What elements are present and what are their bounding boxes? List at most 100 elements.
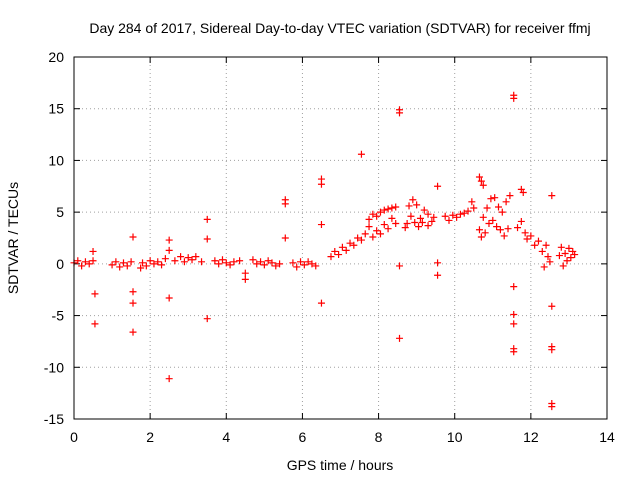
data-point xyxy=(317,180,325,188)
data-point xyxy=(361,230,369,238)
data-point xyxy=(177,253,185,261)
data-point xyxy=(510,283,518,291)
data-point xyxy=(74,257,82,265)
data-point xyxy=(91,290,99,298)
data-point xyxy=(485,220,493,228)
data-points xyxy=(70,91,579,411)
data-point xyxy=(481,229,489,237)
data-point xyxy=(276,260,284,268)
data-point xyxy=(441,212,449,220)
x-tick-label: 12 xyxy=(523,429,539,445)
data-point xyxy=(487,195,495,203)
data-point xyxy=(312,262,320,270)
data-point xyxy=(456,210,464,218)
data-point xyxy=(354,234,362,242)
data-point xyxy=(548,302,556,310)
data-point xyxy=(475,173,483,181)
data-point xyxy=(376,230,384,238)
data-point xyxy=(420,206,428,214)
data-point xyxy=(506,192,514,200)
x-tick-label: 2 xyxy=(146,429,154,445)
data-point xyxy=(531,241,539,249)
data-point xyxy=(504,225,512,233)
data-point xyxy=(123,262,131,270)
data-point xyxy=(380,221,388,229)
data-point xyxy=(78,262,86,270)
data-point xyxy=(424,222,432,230)
data-point xyxy=(416,214,424,222)
data-point xyxy=(479,213,487,221)
data-point xyxy=(548,346,556,354)
data-point xyxy=(380,206,388,214)
data-point xyxy=(154,258,162,266)
data-point xyxy=(297,258,305,266)
data-point xyxy=(544,253,552,261)
data-point xyxy=(281,200,289,208)
data-point xyxy=(108,261,116,269)
y-tick-label: 5 xyxy=(56,204,64,220)
data-point xyxy=(475,226,483,234)
data-point xyxy=(331,247,339,255)
data-point xyxy=(567,254,575,262)
data-point xyxy=(165,375,173,383)
data-point xyxy=(91,320,99,328)
chart-title: Day 284 of 2017, Sidereal Day-to-day VTE… xyxy=(89,20,590,36)
axis-ticks: 0 2 4 6 8 10 12 14 -15 -10 -5 0 5 10 15 20 xyxy=(44,49,615,445)
data-point xyxy=(494,203,502,211)
data-point xyxy=(548,192,556,200)
data-point xyxy=(411,218,419,226)
data-point xyxy=(357,236,365,244)
data-point xyxy=(137,264,145,272)
x-axis-label: GPS time / hours xyxy=(287,457,394,473)
data-point xyxy=(198,258,206,266)
data-point xyxy=(540,263,548,271)
data-point xyxy=(184,254,192,262)
data-point xyxy=(424,210,432,218)
data-point xyxy=(434,259,442,267)
data-point xyxy=(502,198,510,206)
data-point xyxy=(260,261,268,269)
data-point xyxy=(192,253,200,261)
data-point xyxy=(158,261,166,269)
data-point xyxy=(89,247,97,255)
data-point xyxy=(119,259,127,267)
data-point xyxy=(165,294,173,302)
data-point xyxy=(180,258,188,266)
data-point xyxy=(376,208,384,216)
data-point xyxy=(407,212,415,220)
data-point xyxy=(203,235,211,243)
data-point xyxy=(335,251,343,259)
data-point xyxy=(253,260,261,268)
data-point xyxy=(346,239,354,247)
data-point xyxy=(188,256,196,264)
x-tick-label: 0 xyxy=(70,429,78,445)
data-point xyxy=(300,261,308,269)
data-point xyxy=(365,215,373,223)
data-point xyxy=(510,311,518,319)
data-point xyxy=(477,177,485,185)
data-point xyxy=(449,211,457,219)
data-point xyxy=(373,212,381,220)
data-point xyxy=(510,348,518,356)
data-point xyxy=(514,224,522,232)
data-point xyxy=(542,241,550,249)
data-point xyxy=(112,258,120,266)
data-point xyxy=(500,232,508,240)
y-tick-label: 20 xyxy=(48,49,64,65)
data-point xyxy=(546,258,554,266)
data-point xyxy=(510,320,518,328)
data-point xyxy=(236,257,244,265)
x-tick-label: 6 xyxy=(299,429,307,445)
data-point xyxy=(388,204,396,212)
y-tick-label: 0 xyxy=(56,256,64,272)
data-point xyxy=(308,260,316,268)
data-point xyxy=(434,182,442,190)
data-point xyxy=(396,109,404,117)
data-point xyxy=(150,260,158,268)
data-point xyxy=(392,220,400,228)
data-point xyxy=(165,236,173,244)
data-point xyxy=(415,223,423,231)
data-point xyxy=(85,260,93,268)
